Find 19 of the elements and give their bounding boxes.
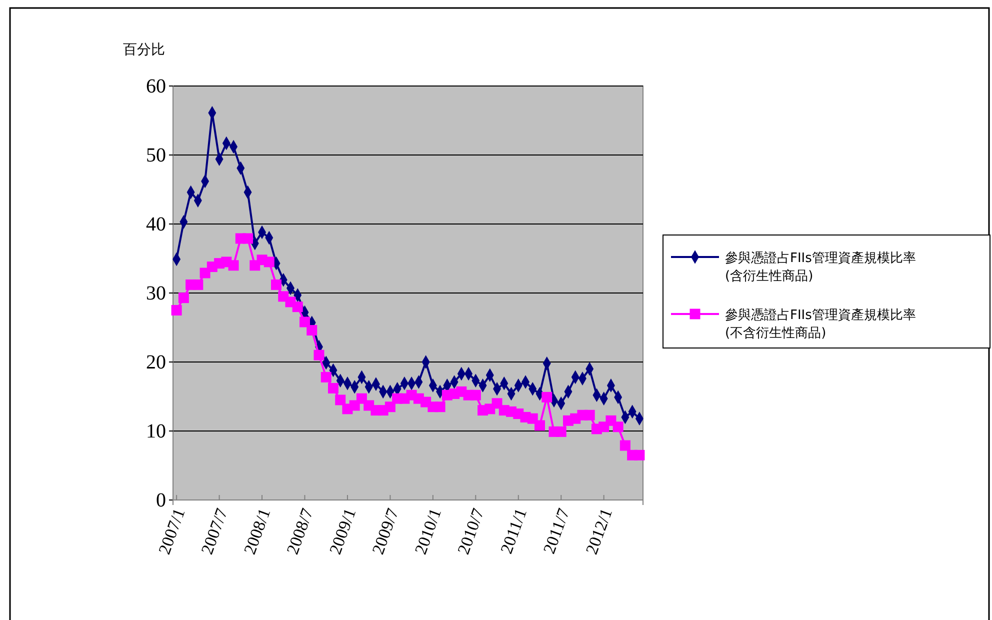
x-tick-label: 2012/1 — [582, 506, 616, 557]
x-tick-label: 2008/7 — [282, 505, 318, 557]
y-tick-label: 10 — [146, 420, 166, 442]
x-tick-label: 2008/1 — [240, 506, 274, 557]
x-tick-label: 2009/7 — [368, 505, 403, 557]
x-tick-label: 2011/7 — [539, 505, 574, 556]
x-tick-label: 2011/1 — [496, 506, 531, 556]
x-tick-label: 2010/7 — [454, 505, 488, 557]
x-tick-label: 2007/7 — [197, 505, 232, 557]
y-axis-title: 百分比 — [123, 42, 165, 58]
x-tick-label: 2010/1 — [411, 506, 446, 557]
y-tick-label: 50 — [146, 144, 166, 166]
x-tick-label: 2009/1 — [326, 506, 360, 557]
y-tick-label: 20 — [146, 351, 166, 374]
legend-label: 參與憑證占FIIs管理資產規模比率 (含衍生性商品) — [725, 250, 916, 284]
y-tick-label: 30 — [146, 282, 166, 304]
y-tick-label: 40 — [146, 213, 166, 236]
legend-label: 參與憑證占FIIs管理資產規模比率 (不含衍生性商品) — [725, 307, 916, 341]
y-tick-label: 60 — [146, 75, 166, 98]
